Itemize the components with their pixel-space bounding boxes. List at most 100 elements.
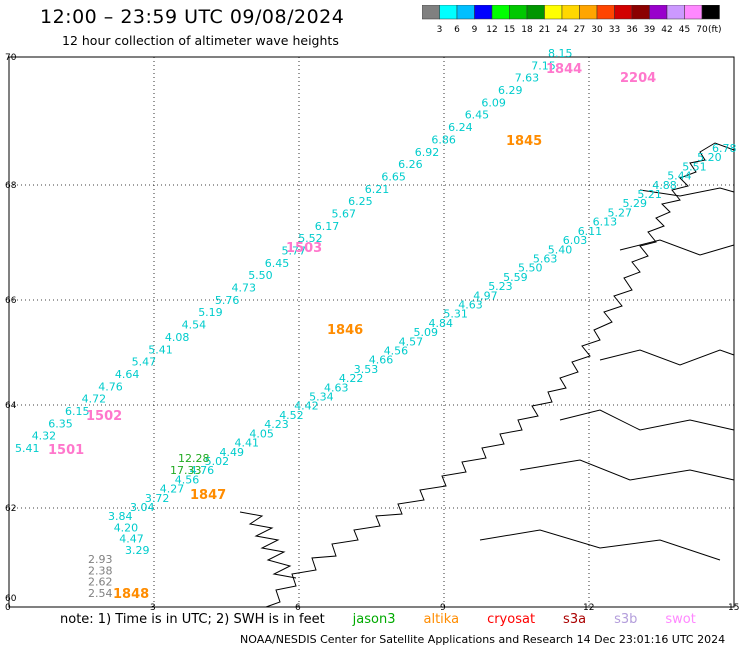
coast-inland-3 — [519, 459, 735, 481]
wave-height-label: 5.09 — [414, 326, 439, 339]
mission-legend-item: s3b — [614, 612, 638, 627]
wave-height-label: 5.20 — [697, 151, 722, 164]
pass-time-label: 1844 — [546, 62, 582, 77]
y-tick-label: 68 — [5, 181, 17, 191]
pass-time-label: 1847 — [190, 488, 226, 503]
wave-height-label: 7.63 — [515, 72, 540, 85]
map-frame — [8, 56, 735, 608]
wave-height-label: 6.03 — [563, 234, 588, 247]
wave-height-label: 5.02 — [205, 455, 230, 468]
coastline — [239, 142, 735, 608]
wave-height-label: 4.08 — [165, 331, 190, 344]
pass-time-label: 1501 — [48, 443, 84, 458]
wave-height-label: 5.41 — [148, 343, 173, 356]
wave-height-label: 4.32 — [32, 430, 57, 443]
wave-height-label: 17.33 — [170, 464, 202, 477]
wave-height-label: 5.47 — [132, 356, 157, 369]
coast-fjords-south — [239, 511, 297, 579]
x-tick-label: 9 — [440, 603, 446, 612]
x-tick-label: 6 — [295, 603, 301, 612]
wave-height-label: 2.54 — [88, 587, 113, 600]
wave-height-label: 5.77 — [282, 245, 307, 258]
wave-height-label: 5.40 — [548, 243, 573, 256]
wave-height-label: 8.15 — [548, 47, 573, 60]
wave-height-label: 4.76 — [190, 464, 215, 477]
mission-legend-item: altika — [423, 612, 460, 627]
wave-height-label: 5.50 — [518, 262, 543, 275]
wave-height-label: 3.29 — [125, 544, 150, 557]
coast-inland-2 — [559, 409, 735, 431]
wave-height-label: 6.15 — [65, 405, 90, 418]
wave-height-label: 4.63 — [324, 381, 349, 394]
color-scale-label: 33 — [609, 25, 620, 35]
wave-height-label: 12.28 — [178, 452, 210, 465]
color-scale-label: 6 — [454, 25, 460, 35]
wave-height-label: 4.05 — [249, 427, 274, 440]
wave-height-label: 6.25 — [348, 195, 373, 208]
wave-height-label: 4.52 — [279, 409, 304, 422]
wave-height-label: 6.92 — [415, 146, 440, 159]
wave-height-label: 7.15 — [531, 59, 556, 72]
wave-height-label: 5.34 — [309, 391, 334, 404]
wave-height-label: 5.67 — [332, 208, 357, 221]
coast-inland-5 — [619, 239, 735, 256]
wave-height-label: 4.47 — [119, 533, 144, 546]
graticule — [9, 57, 734, 607]
wave-height-label: 5.51 — [682, 160, 707, 173]
wave-height-label: 5.23 — [488, 280, 513, 293]
wave-height-label: 6.45 — [265, 257, 290, 270]
wave-height-label: 4.88 — [652, 179, 677, 192]
wave-height-label: 3.53 — [354, 363, 379, 376]
wave-height-label: 4.76 — [98, 380, 123, 393]
wave-height-label: 4.54 — [182, 319, 207, 332]
wave-height-label: 6.11 — [578, 225, 603, 238]
color-scale-label: 24 — [556, 25, 568, 35]
wave-height-map: 0 3 6 9 12 15 70 68 66 64 62 60 5.414.32… — [5, 47, 739, 612]
y-tick-label: 64 — [5, 401, 17, 411]
color-scale-swatch — [701, 5, 720, 20]
color-scale-label: 12 — [486, 25, 497, 35]
wave-height-label: 5.44 — [667, 170, 692, 183]
y-tick-label: 60 — [5, 594, 17, 604]
color-scale-label: 3 — [437, 25, 443, 35]
credit-line: NOAA/NESDIS Center for Satellite Applica… — [240, 633, 726, 646]
color-scale-unit: (ft) — [708, 25, 722, 35]
map-title: 12:00 – 23:59 UTC 09/08/2024 — [40, 6, 345, 28]
coast-inland-1 — [599, 349, 735, 366]
mission-legend-item: s3a — [563, 612, 587, 627]
pass-time-label: 2204 — [620, 71, 656, 86]
wave-height-label: 5.27 — [608, 206, 633, 219]
wave-height-label: 6.45 — [465, 109, 490, 122]
x-tick-label: 0 — [5, 603, 11, 612]
wave-height-label: 3.84 — [108, 510, 133, 523]
wave-height-label: 4.56 — [384, 345, 409, 358]
wave-height-label: 5.63 — [533, 253, 558, 266]
wave-height-label: 5.29 — [623, 197, 648, 210]
wave-height-label: 6.86 — [431, 133, 456, 146]
wave-height-label: 6.09 — [481, 96, 506, 109]
wave-height-label: 4.66 — [369, 354, 394, 367]
color-scale-legend: 3 6 9 12 15 18 21 24 27 30 33 36 39 42 45 70 (ft) — [422, 5, 722, 35]
mission-legend-item: jason3 — [352, 612, 396, 627]
wave-height-label: 5.21 — [637, 188, 662, 201]
norway-coast-main — [265, 142, 735, 608]
wave-height-tracks: 5.414.326.356.154.724.764.645.475.414.08… — [15, 47, 737, 600]
wave-height-label: 6.29 — [498, 84, 523, 97]
wave-height-label: 5.50 — [248, 269, 273, 282]
wave-height-label: 4.41 — [235, 437, 260, 450]
color-scale-label: 21 — [539, 25, 550, 35]
wave-height-label: 5.52 — [298, 232, 323, 245]
wave-height-label: 4.56 — [175, 473, 200, 486]
color-scale-label: 45 — [679, 25, 690, 35]
wave-height-label: 6.13 — [593, 216, 618, 229]
pass-time-label: 1502 — [86, 409, 122, 424]
wave-height-label: 6.78 — [712, 142, 737, 155]
pass-time-label: 1846 — [327, 323, 363, 338]
color-scale-label: 42 — [661, 25, 672, 35]
wave-height-label: 5.41 — [15, 442, 40, 455]
wave-height-label: 5.31 — [443, 308, 468, 321]
wave-height-label: 2.38 — [88, 564, 113, 577]
coast-inland-6 — [639, 187, 735, 197]
wave-height-label: 3.72 — [145, 492, 170, 505]
wave-height-label: 6.17 — [315, 220, 340, 233]
